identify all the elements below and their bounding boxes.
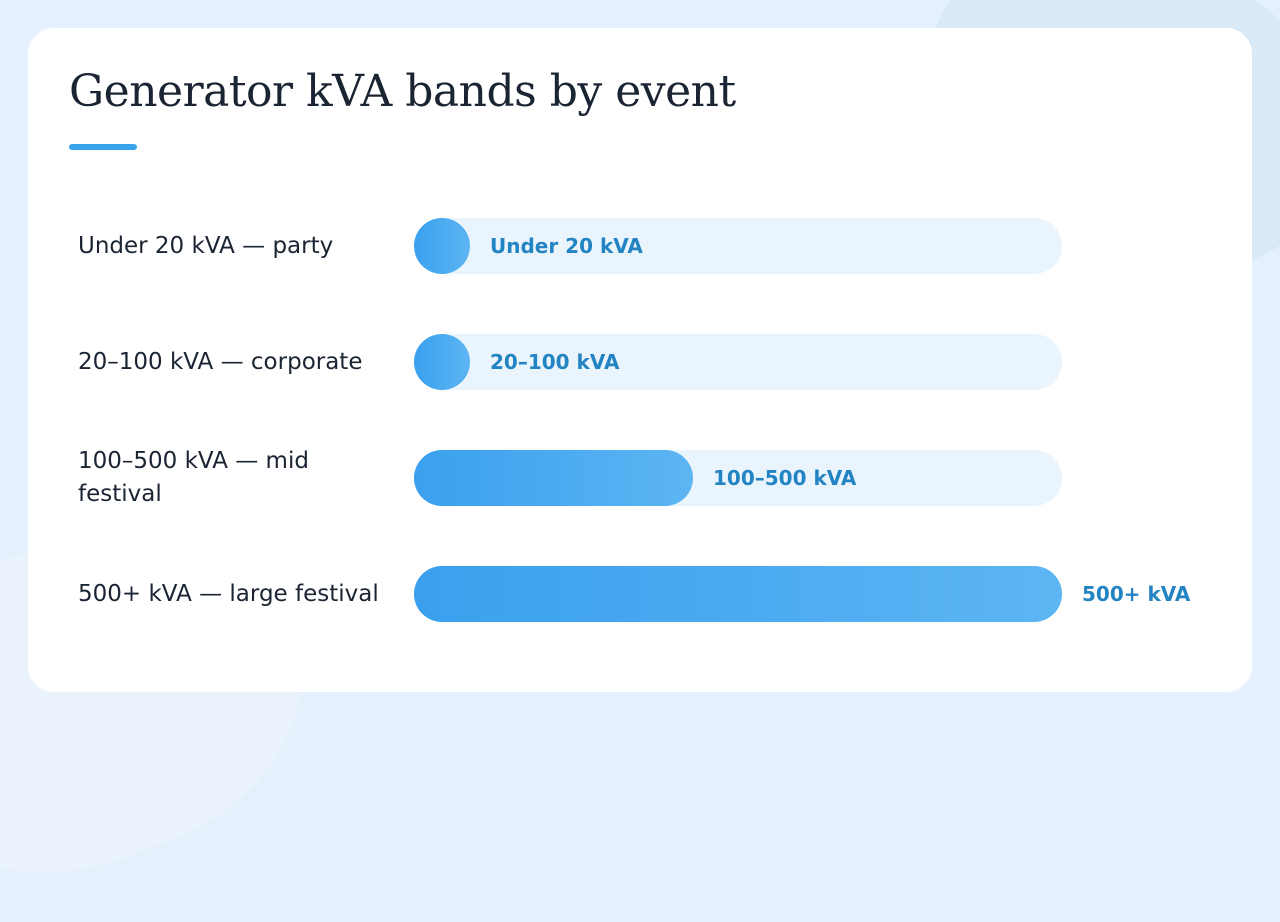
chart-title: Generator kVA bands by event [69, 66, 736, 117]
bar [414, 334, 470, 390]
category-label: Under 20 kVA — party [78, 232, 334, 259]
bar [414, 566, 1062, 622]
bar-track: 20–100 kVA [414, 334, 1062, 390]
category-label: 100–500 kVA — mid festival [78, 448, 309, 507]
category-label: 500+ kVA — large festival [78, 580, 379, 607]
chart-card: Generator kVA bands by event Under 20 kV… [28, 28, 1252, 692]
bar-track: 100–500 kVA [414, 450, 1062, 506]
bar [414, 218, 470, 274]
title-underline [69, 144, 137, 150]
bar-track: Under 20 kVA [414, 218, 1062, 274]
bar-value-label: 500+ kVA [1082, 582, 1191, 606]
category-label: 20–100 kVA — corporate [78, 348, 363, 375]
bar-value-label: 20–100 kVA [490, 350, 620, 374]
bar [414, 450, 693, 506]
bar-value-label: 100–500 kVA [713, 466, 857, 490]
bar-track: 500+ kVA [414, 566, 1190, 622]
bar-value-label: Under 20 kVA [490, 234, 643, 258]
